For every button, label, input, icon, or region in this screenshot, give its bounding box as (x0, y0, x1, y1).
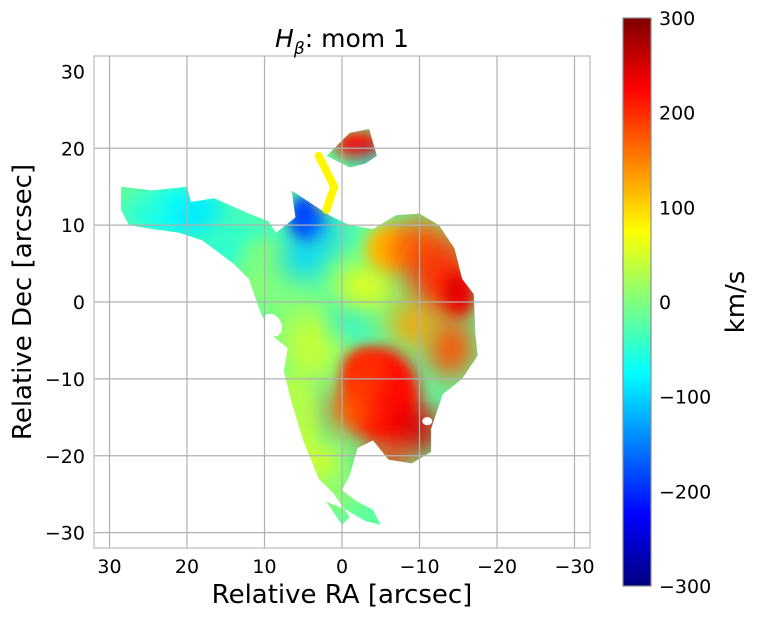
y-tick-label: −10 (45, 369, 85, 391)
x-tick-label: 20 (175, 556, 199, 578)
y-tick-label: 0 (73, 292, 85, 314)
velocity-region (342, 348, 389, 395)
colorbar-tick-label: 300 (659, 8, 695, 30)
velocity-region (280, 232, 327, 279)
title-subscript: β (293, 39, 305, 59)
velocity-region (202, 240, 249, 272)
grid-lines (94, 56, 590, 548)
y-tick-label: 10 (61, 215, 85, 237)
colorbar-label: km/s (721, 271, 751, 334)
x-tick-label: 0 (336, 556, 348, 578)
masked-hole (422, 417, 433, 426)
velocity-region (311, 478, 358, 510)
velocity-region (366, 134, 377, 147)
x-tick-label: −20 (477, 556, 517, 578)
velocity-region (125, 190, 156, 214)
title-suffix: : mom 1 (305, 24, 409, 53)
chart-title: Hβ: mom 1 (275, 24, 409, 59)
x-tick-label: −10 (399, 556, 439, 578)
x-tick-label: 10 (252, 556, 276, 578)
y-tick-label: −20 (45, 446, 85, 468)
colorbar-tick-label: 200 (659, 103, 695, 125)
x-tick-label: −30 (554, 556, 594, 578)
y-axis-label: Relative Dec [arcsec] (8, 164, 38, 440)
colorbar-tick-label: 100 (659, 197, 695, 219)
velocity-region (326, 386, 373, 433)
colorbar (622, 17, 652, 587)
velocity-region (311, 217, 342, 249)
x-axis-label: Relative RA [arcsec] (212, 580, 473, 610)
velocity-region (280, 309, 342, 387)
y-tick-label: 20 (61, 138, 85, 160)
velocity-region (427, 317, 474, 379)
velocity-region (442, 271, 474, 318)
colorbar-tick-label: −100 (659, 387, 711, 409)
x-axis-ticks: 30 20 10 0 −10 −20 −30 (97, 556, 594, 578)
velocity-region (388, 302, 435, 349)
y-tick-label: −30 (45, 523, 85, 545)
y-tick-label: 30 (61, 61, 85, 83)
velocity-region (334, 263, 397, 310)
title-symbol: H (275, 24, 294, 53)
colorbar-tick-label: −200 (659, 481, 711, 503)
colorbar-tick-label: 0 (659, 292, 671, 314)
y-axis-ticks: 20 10 0 −10 −20 −30 30 (45, 61, 85, 544)
velocity-region (357, 150, 381, 170)
knot-link (314, 151, 339, 214)
colorbar-tick-label: −300 (659, 576, 711, 598)
colorbar-ticks: 300 200 100 0 −100 −200 −300 (659, 8, 711, 598)
plot-frame (93, 55, 591, 549)
x-tick-label: 30 (97, 556, 121, 578)
